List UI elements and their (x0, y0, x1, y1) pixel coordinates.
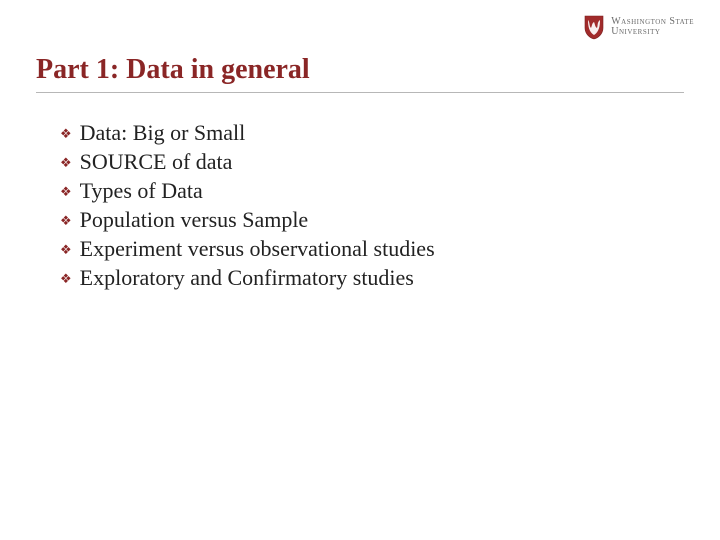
bullet-text: Data: Big or Small (80, 118, 246, 147)
bullet-icon: ❖ (60, 241, 72, 258)
title-underline (36, 92, 684, 93)
shield-icon (583, 14, 605, 40)
bullet-icon: ❖ (60, 212, 72, 229)
list-item: ❖ Experiment versus observational studie… (60, 234, 660, 263)
list-item: ❖ Exploratory and Confirmatory studies (60, 263, 660, 292)
logo-text: Washington State University (611, 17, 694, 37)
bullet-icon: ❖ (60, 270, 72, 287)
list-item: ❖ Data: Big or Small (60, 118, 660, 147)
logo-line2: University (611, 27, 694, 37)
university-logo: Washington State University (583, 14, 694, 40)
bullet-text: Population versus Sample (80, 205, 309, 234)
bullet-icon: ❖ (60, 154, 72, 171)
bullet-icon: ❖ (60, 183, 72, 200)
bullet-text: Exploratory and Confirmatory studies (80, 263, 414, 292)
list-item: ❖ Types of Data (60, 176, 660, 205)
bullet-list: ❖ Data: Big or Small ❖ SOURCE of data ❖ … (60, 118, 660, 292)
bullet-icon: ❖ (60, 125, 72, 142)
bullet-text: SOURCE of data (80, 147, 233, 176)
bullet-text: Types of Data (80, 176, 203, 205)
bullet-text: Experiment versus observational studies (80, 234, 435, 263)
list-item: ❖ Population versus Sample (60, 205, 660, 234)
slide-title: Part 1: Data in general (36, 54, 310, 86)
list-item: ❖ SOURCE of data (60, 147, 660, 176)
